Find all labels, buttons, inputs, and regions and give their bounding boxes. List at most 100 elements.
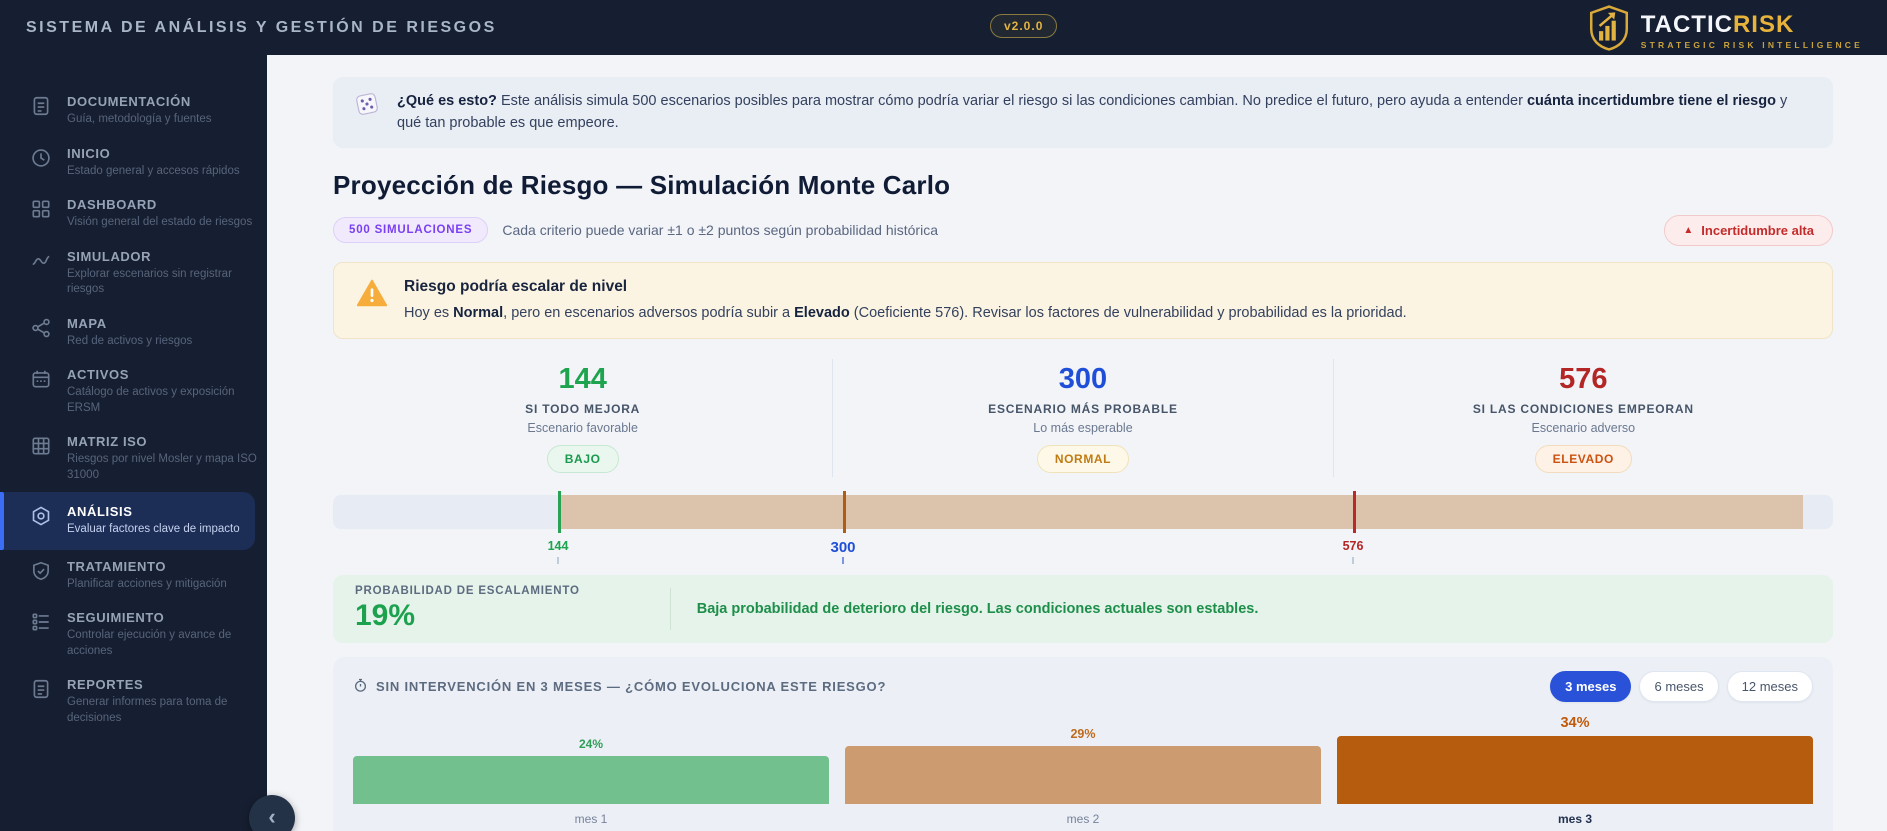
matrix-grid-icon: [30, 435, 52, 457]
badge-row: 500 SIMULACIONES Cada criterio puede var…: [333, 214, 1833, 246]
sidebar-item-sublabel: Evaluar factores clave de impacto: [67, 523, 240, 536]
scenario-value: 576: [1559, 363, 1608, 396]
warning-body: Hoy es Normal, pero en escenarios advers…: [404, 304, 1407, 321]
sidebar-item-dashboard[interactable]: DASHBOARD Visión general del estado de ri…: [0, 188, 267, 240]
sidebar-item-label: SIMULADOR: [67, 248, 152, 264]
sidebar-item-label: SEGUIMIENTO: [67, 610, 165, 626]
sidebar-item-activos[interactable]: ACTIVOS Catálogo de activos y exposición …: [0, 358, 267, 425]
chart-plot-area: 24% 29% 34%: [353, 712, 1813, 805]
sidebar-item-inicio[interactable]: INICIO Estado general y accesos rápidos: [0, 137, 267, 189]
brand-tagline: STRATEGIC RISK INTELLIGENCE: [1640, 39, 1863, 50]
simulations-count-badge: 500 SIMULACIONES: [333, 217, 489, 244]
app-title: SISTEMA DE ANÁLISIS Y GESTIÓN DE RIESGOS: [26, 18, 497, 36]
uncertainty-label: Incertidumbre alta: [1701, 222, 1814, 238]
scenario-stats-row: 144 SI TODO MEJORA Escenario favorable B…: [333, 359, 1833, 478]
bar-mes2: [845, 746, 1321, 805]
sidebar-item-analisis[interactable]: ANÁLISIS Evaluar factores clave de impact…: [0, 492, 255, 550]
sidebar-item-label: ANÁLISIS: [67, 504, 133, 520]
category-label-mes1: mes 1: [574, 812, 608, 827]
range-mid-label: 300: [830, 539, 856, 557]
sidebar-item-label: DOCUMENTACIÓN: [67, 94, 191, 109]
sidebar-item-documentacion[interactable]: DOCUMENTACIÓN Guía, metodología y fuentes: [0, 85, 267, 137]
range-tick: [1352, 557, 1354, 565]
scenario-label: SI TODO MEJORA: [525, 402, 641, 417]
triangle-up-icon: ▲: [1683, 224, 1694, 236]
sidebar-item-reportes[interactable]: REPORTES Generar informes para toma de de…: [0, 668, 267, 735]
criteria-note: Cada criterio puede variar ±1 o ±2 punto…: [502, 222, 938, 239]
escalation-message: Baja probabilidad de deterioro del riesg…: [696, 601, 1259, 618]
main-content: ¿Qué es esto? Este análisis simula 500 e…: [267, 55, 1887, 831]
chevron-left-icon: ‹: [268, 803, 276, 829]
sidebar-nav: DOCUMENTACIÓN Guía, metodología y fuentes…: [0, 55, 267, 831]
range-marker-mid: [843, 491, 846, 534]
what-is-this-infobox: ¿Qué es esto? Este análisis simula 500 e…: [333, 77, 1833, 148]
stopwatch-icon: [353, 678, 368, 696]
version-badge: v2.0.0: [990, 14, 1058, 38]
shield-chart-logo-icon: [1587, 5, 1631, 56]
sidebar-item-simulador[interactable]: SIMULADOR Explorar escenarios sin registr…: [0, 240, 267, 307]
bar-mes3: [1337, 736, 1813, 805]
escalation-warning-box: Riesgo podría escalar de nivel Hoy es No…: [333, 261, 1833, 340]
bar-value-label: 34%: [1560, 715, 1590, 732]
calendar-icon: [30, 368, 52, 390]
scenario-favorable: 144 SI TODO MEJORA Escenario favorable B…: [333, 359, 832, 477]
period-button-3m[interactable]: 3 meses: [1550, 671, 1632, 703]
risk-level-badge: BAJO: [546, 445, 619, 474]
divider: [669, 588, 671, 631]
sidebar-item-seguimiento[interactable]: SEGUIMIENTO Controlar ejecución y avance …: [0, 601, 267, 668]
bar-mes1: [353, 756, 829, 805]
bar-column-mes3: 34%: [1337, 715, 1813, 805]
brand-text: TACTICRISK STRATEGIC RISK INTELLIGENCE: [1640, 11, 1863, 50]
sidebar-item-sublabel: Visión general del estado de riesgos: [67, 216, 253, 229]
chart-category-axis: mes 1 mes 2 mes 3: [353, 812, 1813, 826]
sidebar-item-label: REPORTES: [67, 677, 144, 693]
document-icon: [30, 95, 52, 117]
sidebar-item-mapa[interactable]: MAPA Red de activos y riesgos: [0, 307, 267, 359]
shield-check-icon: [30, 560, 52, 582]
report-document-icon: [30, 678, 52, 700]
task-list-icon: [30, 611, 52, 633]
sidebar-item-sublabel: Riesgos por nivel Mosler y mapa ISO 3100…: [67, 453, 257, 481]
range-tick: [557, 557, 559, 565]
scenario-probable: 300 ESCENARIO MÁS PROBABLE Lo más espera…: [832, 359, 1332, 478]
scenario-label: SI LAS CONDICIONES EMPEORAN: [1472, 402, 1694, 417]
bar-value-label: 29%: [1070, 727, 1096, 742]
sidebar-item-label: ACTIVOS: [67, 367, 129, 383]
trend-wave-icon: [30, 250, 52, 272]
intro-text: ¿Qué es esto? Este análisis simula 500 e…: [397, 93, 1788, 132]
scenario-sublabel: Escenario favorable: [527, 421, 638, 436]
evolution-header-row: SIN INTERVENCIÓN EN 3 MESES — ¿CÓMO EVOL…: [353, 671, 1813, 703]
sidebar-item-sublabel: Planificar acciones y mitigación: [67, 577, 227, 590]
sidebar-item-sublabel: Controlar ejecución y avance de acciones: [67, 629, 232, 657]
range-tick: [842, 557, 844, 565]
sidebar-collapse-button[interactable]: ‹: [249, 795, 295, 831]
evolution-bar-chart: 24% 29% 34% mes 1 mes 2 mes 3: [353, 712, 1813, 826]
scenario-sublabel: Escenario adverso: [1531, 421, 1636, 436]
hex-target-icon: [30, 505, 52, 527]
range-marker-max: [1353, 491, 1356, 534]
sidebar-item-matriz-iso[interactable]: MATRIZ ISO Riesgos por nivel Mosler y map…: [0, 425, 267, 492]
sidebar-item-sublabel: Estado general y accesos rápidos: [67, 164, 240, 177]
range-min-label: 144: [547, 539, 569, 554]
range-fill: [558, 495, 1803, 530]
sidebar-item-label: INICIO: [67, 145, 111, 161]
scenario-sublabel: Lo más esperable: [1033, 421, 1133, 436]
period-button-6m[interactable]: 6 meses: [1639, 671, 1719, 703]
sidebar-item-tratamiento[interactable]: TRATAMIENTO Planificar acciones y mitigac…: [0, 550, 267, 602]
bar-column-mes1: 24%: [353, 737, 829, 805]
period-button-12m[interactable]: 12 meses: [1726, 671, 1813, 703]
period-button-group: 3 meses 6 meses 12 meses: [1550, 671, 1813, 703]
sidebar-item-label: TRATAMIENTO: [67, 558, 167, 574]
bar-value-label: 24%: [578, 737, 604, 752]
brand-logo: TACTICRISK STRATEGIC RISK INTELLIGENCE: [1587, 5, 1863, 56]
warning-triangle-icon: [356, 278, 388, 313]
sidebar-item-sublabel: Catálogo de activos y exposición ERSM: [67, 386, 235, 414]
range-marker-min: [558, 491, 561, 534]
sidebar-item-sublabel: Red de activos y riesgos: [67, 334, 193, 347]
dice-icon: [353, 90, 381, 123]
risk-level-badge: ELEVADO: [1534, 445, 1632, 474]
sidebar-item-sublabel: Generar informes para toma de decisiones: [67, 696, 228, 724]
scenario-adverso: 576 SI LAS CONDICIONES EMPEORAN Escenari…: [1332, 359, 1833, 478]
uncertainty-badge: ▲ Incertidumbre alta: [1664, 214, 1833, 246]
